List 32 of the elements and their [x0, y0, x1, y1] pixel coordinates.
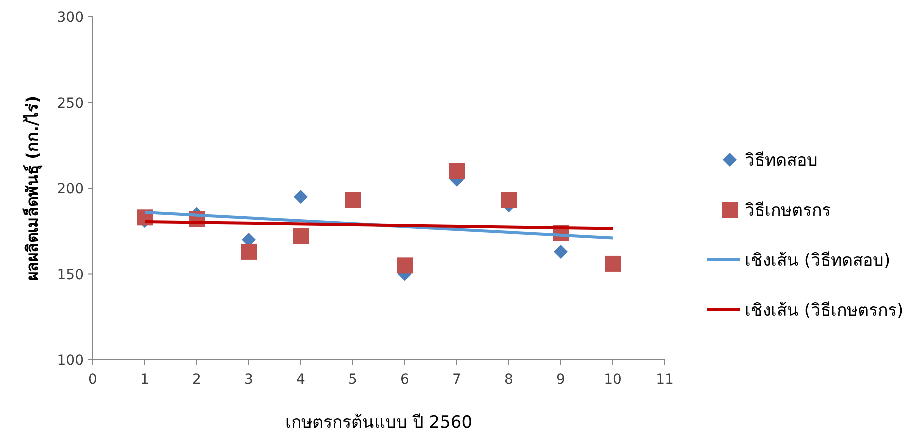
x-tick-label: 6 [400, 372, 410, 388]
point [294, 190, 308, 204]
point [449, 163, 465, 180]
x-tick-label: 0 [88, 372, 98, 388]
legend-label: เชิงเส้น (วิธีทดสอบ) [745, 251, 891, 271]
point [345, 192, 361, 209]
legend-label: เชิงเส้น (วิธีเกษตรกร) [745, 301, 904, 321]
point [293, 228, 309, 245]
point [501, 192, 517, 209]
legend-label: วิธีทดสอบ [745, 151, 818, 171]
point [554, 244, 568, 259]
y-tick-label: 200 [57, 182, 84, 198]
x-tick-label: 9 [556, 372, 566, 388]
x-axis-title: เกษตรกรต้นแบบ ปี 2560 [285, 413, 473, 433]
x-tick-label: 11 [656, 372, 674, 388]
x-tick-label: 5 [348, 372, 358, 388]
x-tick-label: 10 [604, 372, 622, 388]
y-tick-label: 250 [57, 96, 84, 112]
y-axis-title: ผลผลิตเมล็ดพันธุ์ (กก./ไร่) [21, 96, 43, 282]
y-tick-label: 150 [57, 267, 84, 284]
x-tick-label: 3 [244, 372, 254, 388]
x-tick-label: 2 [192, 372, 202, 388]
point [605, 256, 621, 272]
y-tick-label: 300 [57, 10, 84, 26]
x-tick-label: 7 [452, 372, 462, 388]
legend-label: วิธีเกษตรกร [745, 201, 831, 221]
x-tick-label: 1 [140, 372, 150, 388]
point [241, 244, 257, 260]
x-tick-label: 8 [504, 372, 514, 388]
point [397, 258, 413, 274]
x-tick-label: 4 [296, 372, 306, 388]
y-tick-label: 100 [57, 353, 84, 369]
